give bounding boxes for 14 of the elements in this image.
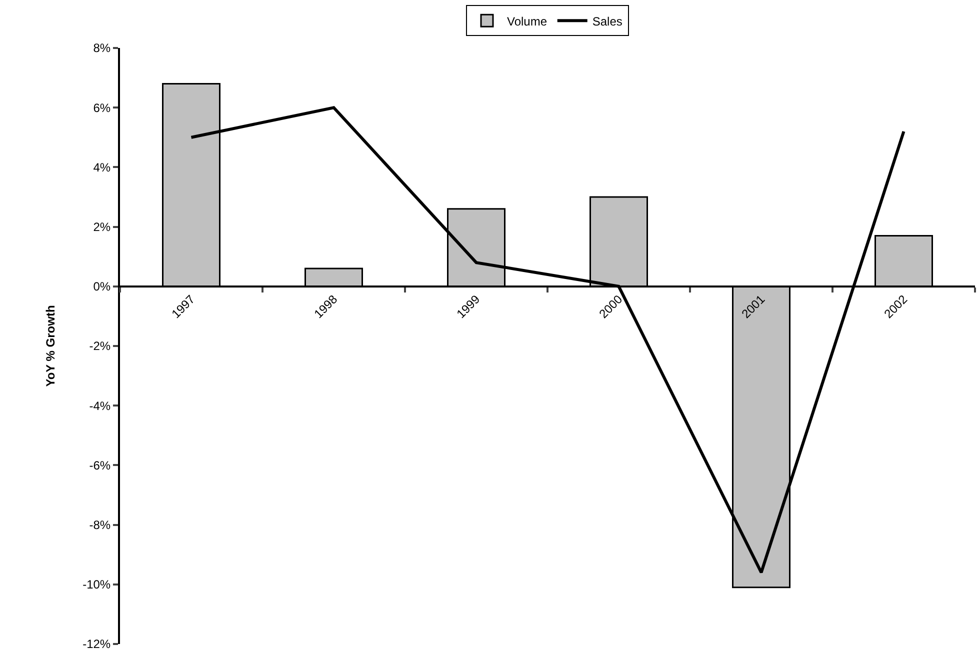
y-tick-label: 8% — [93, 41, 111, 56]
legend-label: Volume — [507, 14, 548, 28]
y-tick-label: -8% — [89, 518, 111, 532]
y-tick-label: -2% — [89, 339, 111, 354]
y-tick-label: -4% — [89, 398, 111, 413]
y-tick-label: 4% — [93, 160, 111, 174]
y-tick-label: -10% — [82, 578, 111, 592]
legend-label: Sales — [592, 14, 622, 28]
y-tick-label: -12% — [82, 637, 111, 652]
y-tick-label: 2% — [93, 220, 111, 234]
y-tick-label: 6% — [93, 100, 111, 115]
y-tick-label: -6% — [89, 458, 111, 472]
y-axis-title: YoY % Growth — [43, 305, 58, 387]
y-tick-label: 0% — [93, 280, 111, 294]
